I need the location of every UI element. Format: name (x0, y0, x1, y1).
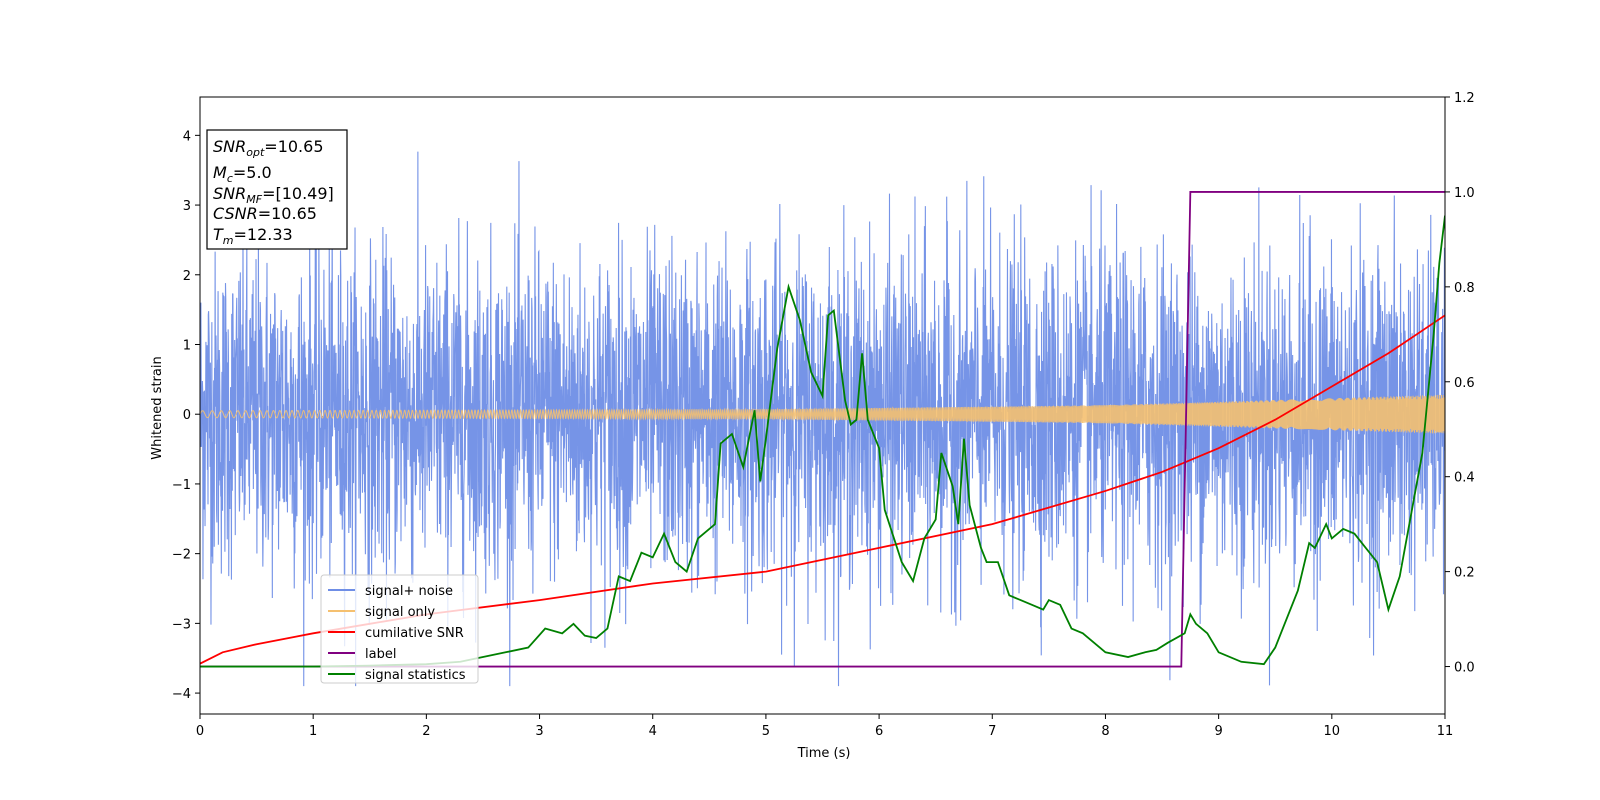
x-tick-label: 9 (1214, 724, 1222, 739)
y2-tick-label: 0.0 (1454, 661, 1475, 676)
annotation-csnr: CSNR=10.65 (213, 204, 317, 223)
y-tick-label: 0 (183, 408, 191, 423)
x-tick-label: 3 (535, 724, 543, 739)
legend-label: label (365, 647, 396, 662)
x-tick-label: 10 (1324, 724, 1341, 739)
y2-tick-label: 0.2 (1454, 566, 1475, 581)
legend-label: signal only (365, 605, 435, 620)
legend-label: cumilative SNR (365, 626, 464, 641)
x-tick-label: 4 (649, 724, 657, 739)
legend-label: signal statistics (365, 668, 466, 683)
y-tick-label: 2 (183, 269, 191, 284)
series-label (200, 191, 1445, 668)
y-tick-label: −4 (172, 687, 191, 702)
x-axis-label: Time (s) (797, 746, 851, 761)
legend-label: signal+ noise (365, 584, 453, 599)
plot-area (200, 151, 1445, 687)
x-tick-label: 8 (1101, 724, 1109, 739)
x-tick-label: 11 (1437, 724, 1454, 739)
x-tick-label: 0 (196, 724, 204, 739)
y-tick-label: −1 (172, 478, 191, 493)
x-tick-label: 7 (988, 724, 996, 739)
axes: 0 1 2 3 4 5 6 7 8 9 10 11 −4 −3 −2 −1 0 1 2 3 4 0.0 0.2 0.4 0.6 0… (172, 91, 1475, 739)
series-signal-only (200, 394, 1445, 434)
annotation-tm: Tm=12.33 (213, 225, 293, 247)
y2-tick-label: 0.4 (1454, 471, 1475, 486)
y-tick-label: 3 (183, 199, 191, 214)
annotation-box: SNRopt=10.65 Mc=5.0 SNRMF=[10.49] CSNR=1… (206, 129, 348, 250)
y2-tick-label: 0.6 (1454, 376, 1475, 391)
axes-frame (199, 96, 1446, 715)
y-tick-label: −3 (172, 617, 191, 632)
y2-tick-label: 1.0 (1454, 186, 1475, 201)
y-tick-label: −2 (172, 548, 191, 563)
annotation-snr-mf: SNRMF=[10.49] (213, 184, 334, 206)
series-signal-statistics (200, 215, 1445, 668)
y-tick-label: 4 (183, 129, 191, 144)
y2-tick-label: 1.2 (1454, 91, 1475, 106)
annotation-mc: Mc=5.0 (213, 163, 272, 185)
x-tick-label: 2 (422, 724, 430, 739)
legend: signal+ noise signal only cumilative SNR la… (320, 574, 479, 684)
y2-tick-label: 0.8 (1454, 281, 1475, 296)
x-tick-label: 5 (762, 724, 770, 739)
y-tick-label: 1 (183, 338, 191, 353)
annotation-snr-opt: SNRopt=10.65 (213, 137, 324, 159)
x-tick-label: 6 (875, 724, 883, 739)
series-cumulative-snr (200, 314, 1445, 665)
x-tick-label: 1 (309, 724, 317, 739)
y-axis-label: Whitened strain (150, 356, 165, 459)
